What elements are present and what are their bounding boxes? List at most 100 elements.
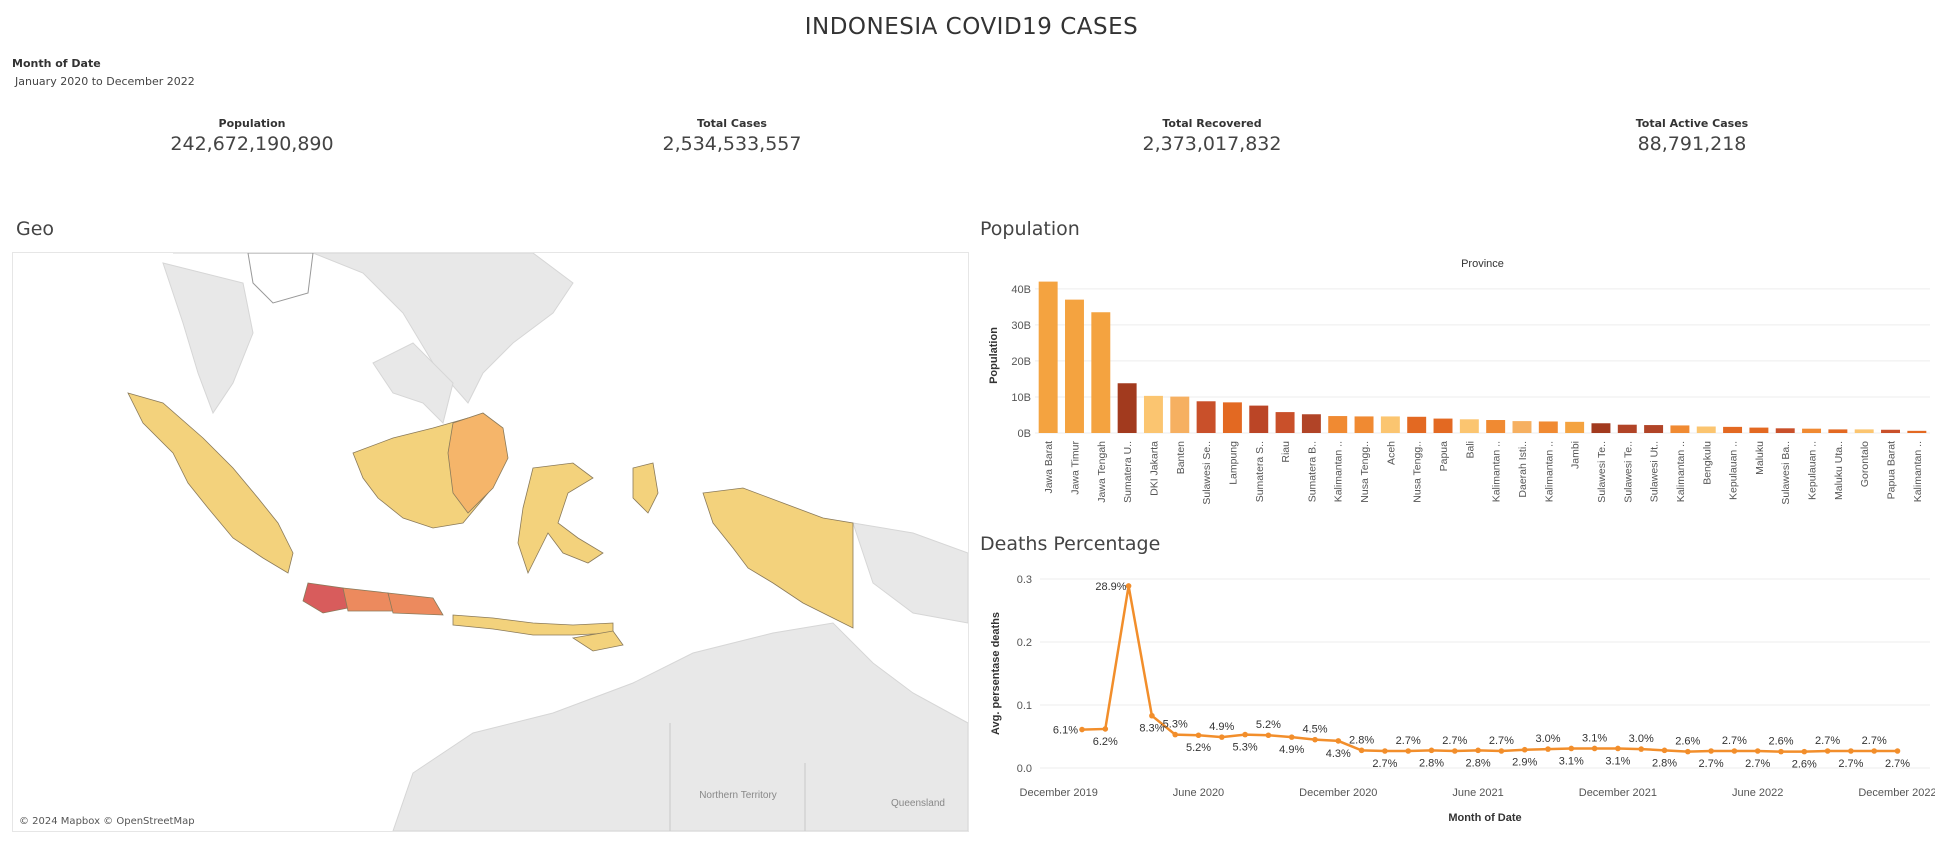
kpi-value: 2,534,533,557	[662, 133, 802, 155]
deaths-point	[1382, 748, 1388, 754]
population-bar	[1723, 426, 1743, 433]
deaths-point	[1545, 746, 1551, 752]
population-bar	[1433, 418, 1453, 433]
geo-map[interactable]: Northern Territory Queensland © 2024 Map…	[12, 252, 969, 832]
bar-chart-xtick: Sulawesi Te..	[1622, 441, 1634, 503]
deaths-point	[1452, 748, 1458, 754]
deaths-point	[1149, 712, 1155, 719]
date-filter-value[interactable]: January 2020 to December 2022	[15, 75, 195, 88]
deaths-point	[1265, 732, 1272, 739]
deaths-point	[1288, 734, 1295, 740]
deaths-data-label: 2.8%	[1466, 757, 1491, 769]
bar-chart-xtick: Nusa Tengg..	[1359, 441, 1371, 503]
line-chart-xtick: December 2019	[1020, 787, 1098, 799]
kpi-population: Population 242,672,190,890	[102, 117, 402, 155]
deaths-point	[1871, 748, 1877, 754]
population-bar	[1696, 426, 1716, 433]
deaths-data-label: 2.7%	[1838, 758, 1863, 770]
deaths-data-label: 2.8%	[1652, 757, 1677, 769]
deaths-data-label: 2.7%	[1699, 758, 1724, 770]
bar-chart-xtick: Sumatera S..	[1254, 441, 1266, 502]
province-sulawesi	[517, 462, 604, 575]
bar-chart-xtick: Kalimantan ..	[1912, 441, 1924, 502]
bar-chart-ytick: 0B	[1018, 428, 1031, 440]
line-chart-ylabel: Avg. persentase deaths	[990, 612, 1002, 735]
deaths-data-label: 8.3%	[1139, 723, 1164, 735]
deaths-data-label: 2.7%	[1815, 735, 1840, 747]
population-bar	[1617, 424, 1637, 433]
line-chart-xtick: December 2021	[1579, 787, 1657, 799]
deaths-data-label: 2.7%	[1745, 758, 1770, 770]
deaths-data-label: 4.9%	[1209, 721, 1234, 733]
line-chart-ytick: 0.3	[1017, 574, 1032, 586]
deaths-point	[1754, 748, 1761, 754]
population-bar	[1644, 425, 1664, 433]
land-png	[852, 522, 968, 624]
population-bar	[1065, 299, 1084, 433]
deaths-point	[1475, 747, 1481, 754]
deaths-point	[1102, 726, 1109, 732]
deaths-data-label: 3.1%	[1605, 755, 1630, 767]
deaths-point	[1498, 748, 1505, 754]
bar-chart-xtick: Kalimantan ..	[1675, 441, 1687, 502]
bar-chart-xtick: Gorontalo	[1859, 441, 1871, 487]
population-bar	[1196, 401, 1216, 433]
deaths-data-label: 2.7%	[1396, 735, 1421, 747]
deaths-point	[1731, 748, 1738, 754]
population-bar	[1828, 429, 1848, 433]
bar-chart-xtick: Papua	[1438, 441, 1450, 472]
map-canvas[interactable]: Northern Territory Queensland	[13, 253, 968, 831]
deaths-data-label: 3.0%	[1629, 733, 1654, 745]
kpi-value: 2,373,017,832	[1142, 133, 1282, 155]
deaths-data-label: 2.9%	[1512, 757, 1537, 769]
bar-chart-xtick: Kepulauan ..	[1807, 441, 1819, 500]
bar-chart-xtick: Papua Barat	[1886, 441, 1898, 499]
deaths-data-label: 3.0%	[1535, 733, 1560, 745]
deaths-data-label: 6.2%	[1093, 736, 1118, 748]
deaths-data-label: 3.1%	[1559, 755, 1584, 767]
bar-chart-ytick: 40B	[1011, 284, 1031, 296]
province-timor	[571, 630, 624, 652]
province-nusa-tenggara	[452, 614, 614, 636]
province-papua	[702, 487, 854, 629]
deaths-point	[1125, 583, 1132, 589]
deaths-point	[1335, 738, 1342, 744]
bar-chart-xtick: Maluku Uta..	[1833, 441, 1845, 500]
population-bar	[1538, 421, 1558, 433]
date-filter-label: Month of Date	[12, 57, 101, 70]
province-maluku	[632, 462, 659, 514]
bar-chart-xtick: Sumatera B..	[1306, 441, 1318, 502]
land-indochina	[162, 262, 254, 415]
land-taiwan-area	[247, 253, 314, 304]
bar-chart-xtick: Aceh	[1385, 441, 1397, 465]
kpi-label: Total Recovered	[1162, 117, 1262, 130]
deaths-point	[1708, 748, 1714, 754]
bar-chart-xtick: Sulawesi Ut..	[1649, 441, 1661, 502]
bar-chart-xtick: Sulawesi Ba..	[1780, 441, 1792, 505]
kpi-total-cases: Total Cases 2,534,533,557	[582, 117, 882, 155]
deaths-point	[1358, 747, 1365, 754]
population-bar	[1170, 396, 1190, 433]
population-bar	[1802, 428, 1822, 433]
land-australia	[392, 622, 968, 831]
bar-chart-xtick: Riau	[1280, 441, 1292, 463]
bar-chart-title: Province	[1461, 258, 1504, 270]
population-bar	[1854, 429, 1874, 433]
population-bar-chart[interactable]: Province Population 0B 10B 20B 30B 40B Jawa Bar…	[975, 250, 1935, 530]
deaths-data-label: 5.2%	[1256, 719, 1281, 731]
deaths-line-chart[interactable]: Avg. persentase deaths 0.0 0.1 0.2 0.3 6.1% 6.…	[975, 565, 1935, 830]
land-philippines	[372, 342, 454, 424]
population-bar	[1591, 423, 1611, 433]
deaths-section-title: Deaths Percentage	[980, 533, 1161, 555]
population-bar	[1249, 405, 1269, 433]
line-chart-ytick: 0.2	[1017, 637, 1032, 649]
population-bar	[1486, 420, 1506, 433]
bar-chart-xtick: Kepulauan ..	[1728, 441, 1740, 500]
deaths-point	[1405, 748, 1411, 754]
deaths-point	[1778, 748, 1784, 755]
deaths-point	[1615, 745, 1621, 752]
deaths-point	[1685, 748, 1691, 755]
deaths-point	[1219, 734, 1225, 740]
kpi-label: Total Cases	[697, 117, 767, 130]
kpi-value: 88,791,218	[1637, 133, 1747, 155]
